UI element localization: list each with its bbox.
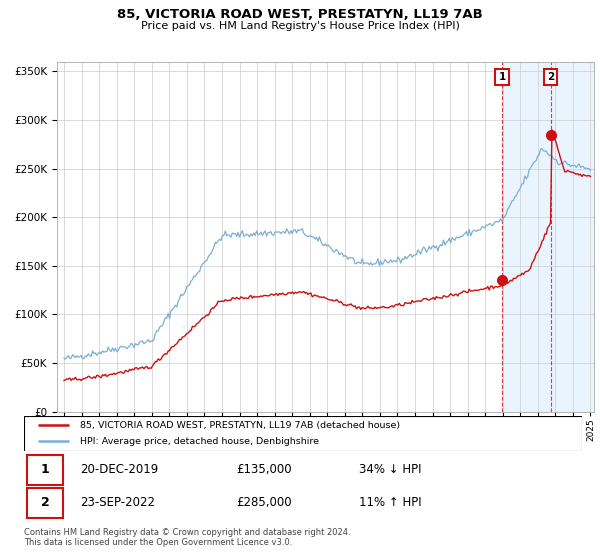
Text: £285,000: £285,000 [236, 496, 292, 509]
FancyBboxPatch shape [27, 455, 63, 485]
Text: Contains HM Land Registry data © Crown copyright and database right 2024.: Contains HM Land Registry data © Crown c… [24, 528, 350, 536]
Text: 2: 2 [547, 72, 554, 82]
Text: £135,000: £135,000 [236, 463, 292, 477]
Text: 11% ↑ HPI: 11% ↑ HPI [359, 496, 421, 509]
Text: 1: 1 [41, 463, 49, 477]
Text: 85, VICTORIA ROAD WEST, PRESTATYN, LL19 7AB: 85, VICTORIA ROAD WEST, PRESTATYN, LL19 … [117, 8, 483, 21]
Text: HPI: Average price, detached house, Denbighshire: HPI: Average price, detached house, Denb… [80, 437, 319, 446]
Bar [502, 62, 594, 412]
FancyBboxPatch shape [27, 488, 63, 518]
Text: 85, VICTORIA ROAD WEST, PRESTATYN, LL19 7AB (detached house): 85, VICTORIA ROAD WEST, PRESTATYN, LL19 … [80, 421, 400, 430]
Text: This data is licensed under the Open Government Licence v3.0.: This data is licensed under the Open Gov… [24, 538, 292, 547]
Text: 34% ↓ HPI: 34% ↓ HPI [359, 463, 421, 477]
Text: 20-DEC-2019: 20-DEC-2019 [80, 463, 158, 477]
Text: 1: 1 [499, 72, 506, 82]
Text: 23-SEP-2022: 23-SEP-2022 [80, 496, 155, 509]
Text: Price paid vs. HM Land Registry's House Price Index (HPI): Price paid vs. HM Land Registry's House … [140, 21, 460, 31]
FancyBboxPatch shape [24, 416, 582, 451]
Text: 2: 2 [41, 496, 49, 509]
